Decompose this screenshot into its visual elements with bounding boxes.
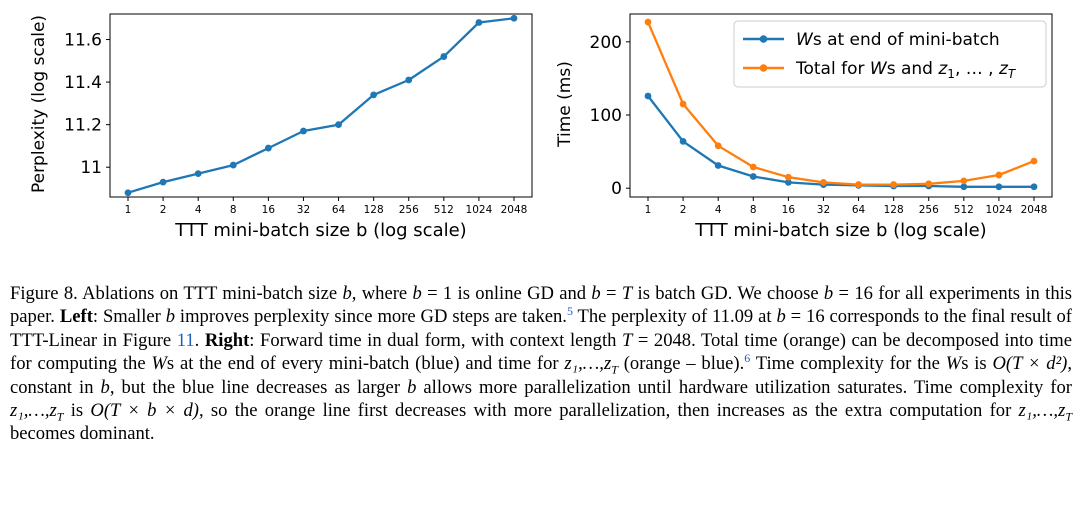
perplexity-x-tick-label: 16 (262, 204, 276, 216)
time-point (644, 92, 652, 100)
perplexity-point (264, 144, 272, 152)
time-x-tick-label: 2 (680, 204, 687, 216)
time-point (1030, 183, 1038, 191)
legend-label-total: Total for Ws and z1, … , zT (795, 59, 1017, 81)
time-point (679, 100, 687, 108)
perplexity-point (475, 19, 483, 26)
time-y-tick-label: 200 (590, 33, 622, 53)
time-y-tick-label: 100 (590, 106, 622, 126)
time-x-tick-label: 512 (954, 204, 974, 216)
perplexity-point (194, 170, 202, 177)
footnote-5[interactable]: 5 (566, 304, 573, 319)
time-x-tick-label: 1 (645, 204, 652, 216)
time-point (820, 178, 827, 186)
time-point (925, 180, 933, 188)
perplexity-x-tick-label: 2048 (501, 204, 528, 216)
perplexity-x-tick-label: 8 (230, 204, 237, 216)
perplexity-x-tick-label: 256 (399, 204, 419, 216)
figure-11-link[interactable]: 11 (176, 329, 195, 351)
perplexity-x-tick-label: 1 (125, 204, 132, 216)
legend-box (733, 20, 1047, 88)
time-x-tick-label: 1024 (986, 204, 1013, 216)
perplexity-chart: 1 2 4 8 16 32 64 128 256 512 1024 2048 11 11.2 11.4 11.… (29, 13, 533, 241)
perplexity-x-axis-label: TTT mini-batch size b (log scale) (174, 220, 466, 241)
right-label: Right (204, 329, 250, 351)
perplexity-point (405, 76, 413, 84)
perplexity-y-tick-label: 11.6 (64, 31, 102, 51)
time-x-tick-label: 32 (817, 204, 830, 216)
perplexity-x-tick-label: 2 (160, 204, 167, 216)
time-point (995, 183, 1003, 191)
time-x-tick-label: 8 (750, 204, 757, 216)
time-plot-frame (629, 13, 1053, 198)
time-point (960, 183, 968, 191)
perplexity-point (159, 178, 167, 186)
time-x-tick-label: 2048 (1021, 204, 1048, 216)
time-point (995, 171, 1003, 179)
time-point (1030, 157, 1038, 165)
perplexity-point (440, 53, 448, 60)
time-point (714, 142, 722, 150)
time-point (679, 137, 687, 145)
time-x-tick-label: 256 (919, 204, 939, 216)
legend-marker-orange (759, 64, 768, 72)
figure-label: Figure 8. (10, 283, 78, 304)
figure-charts: 1 2 4 8 16 32 64 128 256 512 1024 20481111.211.411.… (29, 13, 1053, 241)
perplexity-y-tick-label: 11.4 (64, 73, 102, 93)
time-x-tick-label: 128 (884, 204, 904, 216)
perplexity-plot-frame (109, 13, 533, 198)
time-point (784, 178, 792, 186)
perplexity-point (229, 161, 237, 169)
perplexity-point (124, 189, 132, 197)
time-point (749, 173, 757, 180)
perplexity-point (335, 121, 342, 129)
perplexity-x-tick-label: 512 (434, 204, 454, 216)
time-x-tick-label: 16 (782, 204, 796, 216)
time-series-line-0 (647, 95, 1034, 188)
perplexity-x-tick-label: 128 (364, 204, 384, 216)
time-point (960, 177, 968, 185)
time-x-tick-label: 4 (715, 204, 722, 216)
time-chart: 1 2 4 8 16 32 64 128 256 512 1024 2048 0 100 200 TTT m… (555, 13, 1053, 241)
time-x-tick-label: 64 (852, 204, 866, 216)
perplexity-y-tick-label: 11 (80, 158, 102, 178)
perplexity-x-tick-label: 64 (332, 204, 346, 216)
perplexity-x-tick-label: 32 (297, 204, 310, 216)
footnote-6[interactable]: 6 (744, 351, 751, 366)
legend-marker-blue (759, 35, 768, 43)
perplexity-point (370, 91, 378, 99)
time-legend: Ws at end of mini-batch Total for Ws and… (733, 20, 1047, 88)
perplexity-point (510, 14, 518, 22)
time-point (784, 173, 792, 181)
time-y-axis-label: Time (ms) (555, 61, 575, 148)
perplexity-x-tick-label: 1024 (466, 204, 493, 216)
time-point (644, 18, 652, 26)
figure-caption: Figure 8. Ablations on TTT mini-batch si… (10, 283, 1073, 445)
perplexity-y-axis-label: Perplexity (log scale) (29, 15, 49, 193)
time-series-line-1 (646, 21, 1035, 186)
perplexity-y-tick-label: 11.2 (64, 116, 102, 136)
perplexity-series-line-0 (127, 17, 515, 194)
perplexity-x-tick-label: 4 (195, 204, 202, 216)
time-point (890, 181, 898, 188)
time-x-axis-label: TTT mini-batch size b (log scale) (694, 220, 986, 241)
time-point (855, 181, 862, 188)
legend-label-ws: Ws at end of mini-batch (796, 30, 1000, 50)
time-point (714, 162, 722, 169)
time-y-tick-label: 0 (611, 179, 622, 199)
left-label: Left (59, 306, 93, 328)
perplexity-point (300, 127, 307, 135)
time-point (749, 163, 757, 171)
